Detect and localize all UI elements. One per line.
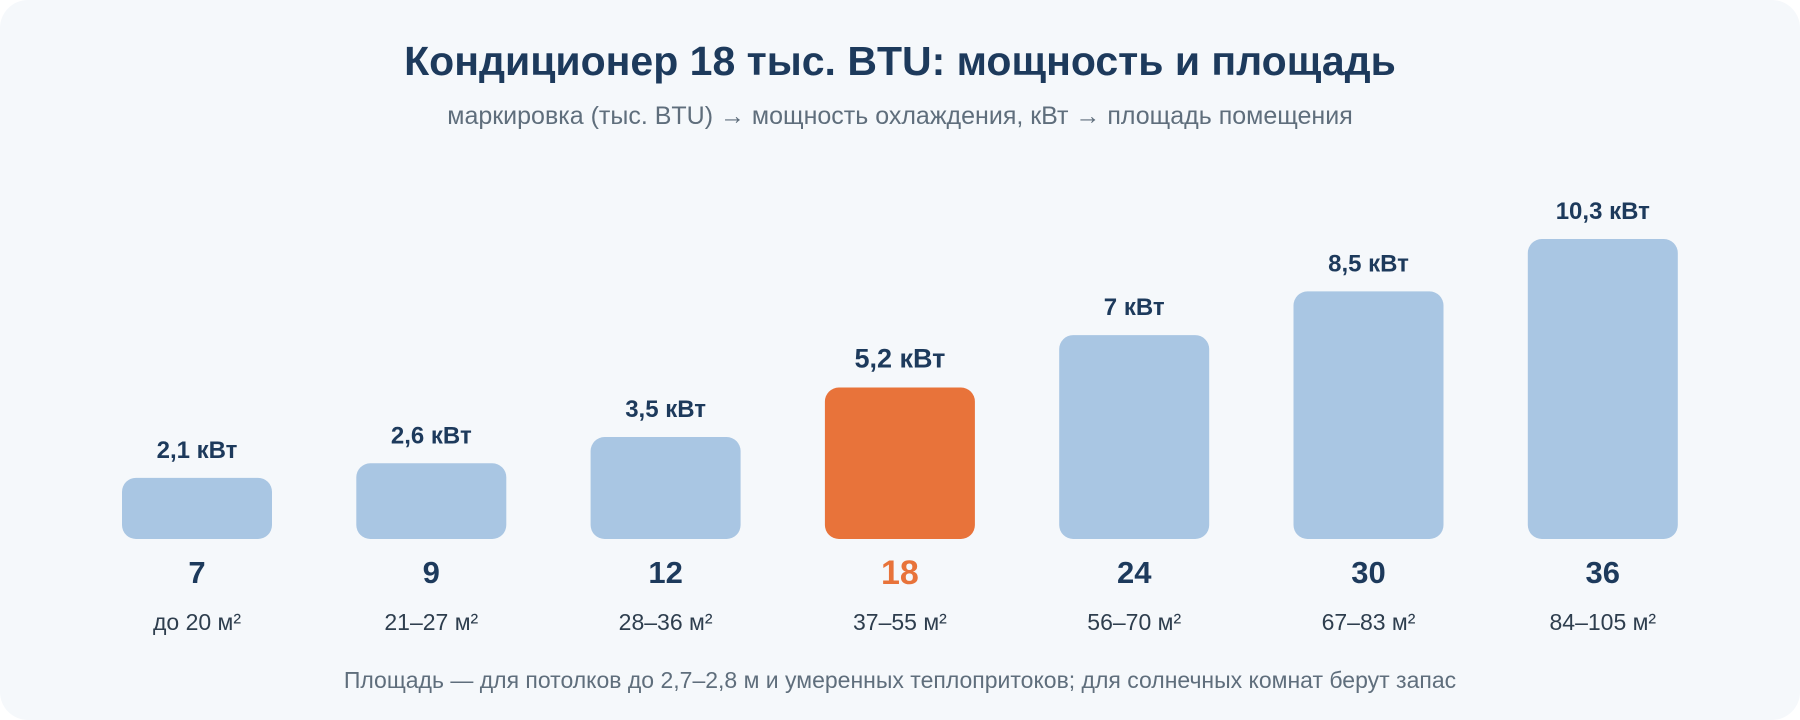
area-label-30: 67–83 м²: [1322, 609, 1416, 635]
area-label-9: 21–27 м²: [384, 609, 478, 635]
bar-30: [1293, 291, 1444, 539]
area-label-7: до 20 м²: [153, 609, 241, 635]
value-label-12: 3,5 кВт: [625, 396, 706, 423]
bar-24: [1059, 335, 1210, 539]
chart-subtitle: маркировка (тыс. BTU) → мощность охлажде…: [447, 102, 1353, 130]
bar-group-7: 2,1 кВт 7 до 20 м²: [122, 437, 272, 635]
bar-group-18: 5,2 кВт 18 37–55 м²: [824, 344, 975, 635]
bar-group-36: 10,3 кВт 36 84–105 м²: [1527, 198, 1678, 635]
category-label-18: 18: [881, 554, 919, 592]
value-label-18: 5,2 кВт: [854, 344, 945, 374]
bar-group-12: 3,5 кВт 12 28–36 м²: [590, 396, 741, 635]
category-label-24: 24: [1117, 555, 1152, 590]
bar-12: [590, 437, 741, 539]
category-label-30: 30: [1351, 555, 1385, 590]
chart-footnote: Площадь — для потолков до 2,7–2,8 м и ум…: [343, 667, 1457, 693]
value-label-36: 10,3 кВт: [1556, 198, 1650, 225]
bar-36: [1527, 239, 1678, 539]
category-label-7: 7: [188, 555, 205, 590]
bar-group-24: 7 кВт 24 56–70 м²: [1059, 294, 1210, 635]
area-label-24: 56–70 м²: [1087, 609, 1181, 635]
bar-9: [356, 463, 507, 539]
bar-18: [824, 387, 975, 539]
value-label-30: 8,5 кВт: [1328, 250, 1409, 277]
bar-group-9: 2,6 кВт 9 21–27 м²: [356, 422, 507, 635]
category-label-36: 36: [1586, 555, 1620, 590]
value-label-24: 7 кВт: [1104, 294, 1165, 321]
category-label-9: 9: [423, 555, 440, 590]
bar-group-30: 8,5 кВт 30 67–83 м²: [1293, 250, 1444, 635]
area-label-12: 28–36 м²: [619, 609, 713, 635]
area-label-36: 84–105 м²: [1549, 609, 1656, 635]
category-label-12: 12: [648, 555, 682, 590]
value-label-7: 2,1 кВт: [157, 437, 238, 464]
area-label-18: 37–55 м²: [853, 609, 947, 635]
value-label-9: 2,6 кВт: [391, 422, 472, 449]
bar-7: [122, 477, 272, 539]
chart-title: Кондиционер 18 тыс. BTU: мощность и площ…: [404, 38, 1396, 84]
